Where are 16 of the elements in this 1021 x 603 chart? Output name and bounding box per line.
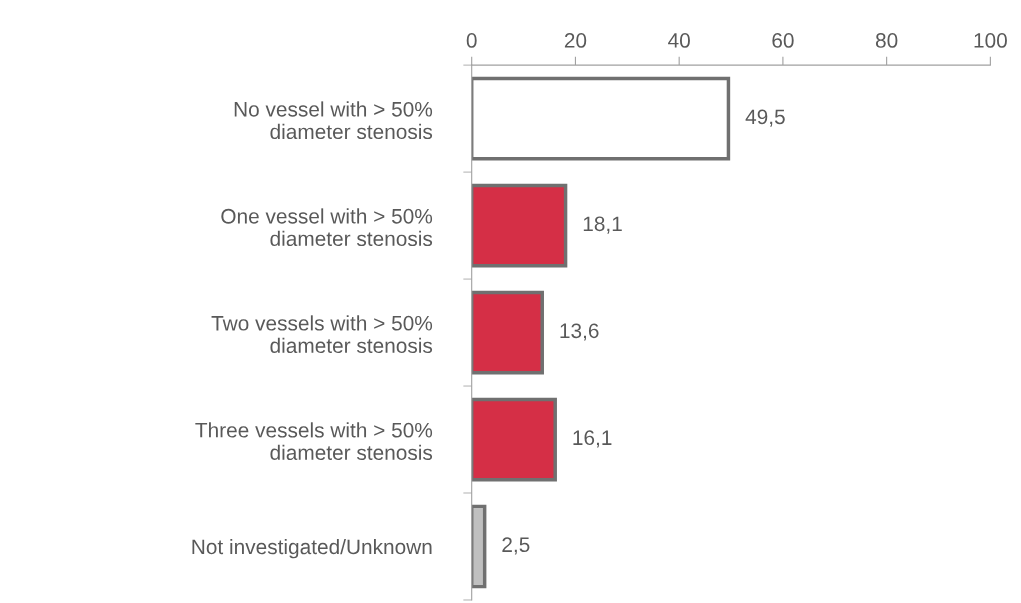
data-label: 18,1: [583, 216, 622, 234]
data-label: 13,6: [560, 323, 599, 341]
data-label: 2,5: [502, 537, 530, 555]
data-label: 16,1: [573, 430, 612, 448]
y-tick-label: One vessel with > 50% diameter stenosis: [221, 208, 433, 247]
x-tick-label: 0: [466, 33, 477, 48]
x-tick-label: 40: [668, 33, 690, 48]
y-tick-label: Not investigated/Unknown: [192, 538, 432, 559]
y-tick-label: No vessel with > 50% diameter stenosis: [234, 101, 433, 140]
x-tick-label: 100: [974, 33, 1007, 48]
y-tick-label: Two vessels with > 50% diameter stenosis: [211, 315, 433, 354]
y-tick-label: Three vessels with > 50% diameter stenosis: [195, 422, 433, 461]
data-label: 49,5: [745, 109, 785, 127]
x-tick-label: 20: [564, 33, 587, 48]
x-tick-label: 60: [772, 33, 794, 48]
x-tick-label: 80: [875, 33, 898, 48]
